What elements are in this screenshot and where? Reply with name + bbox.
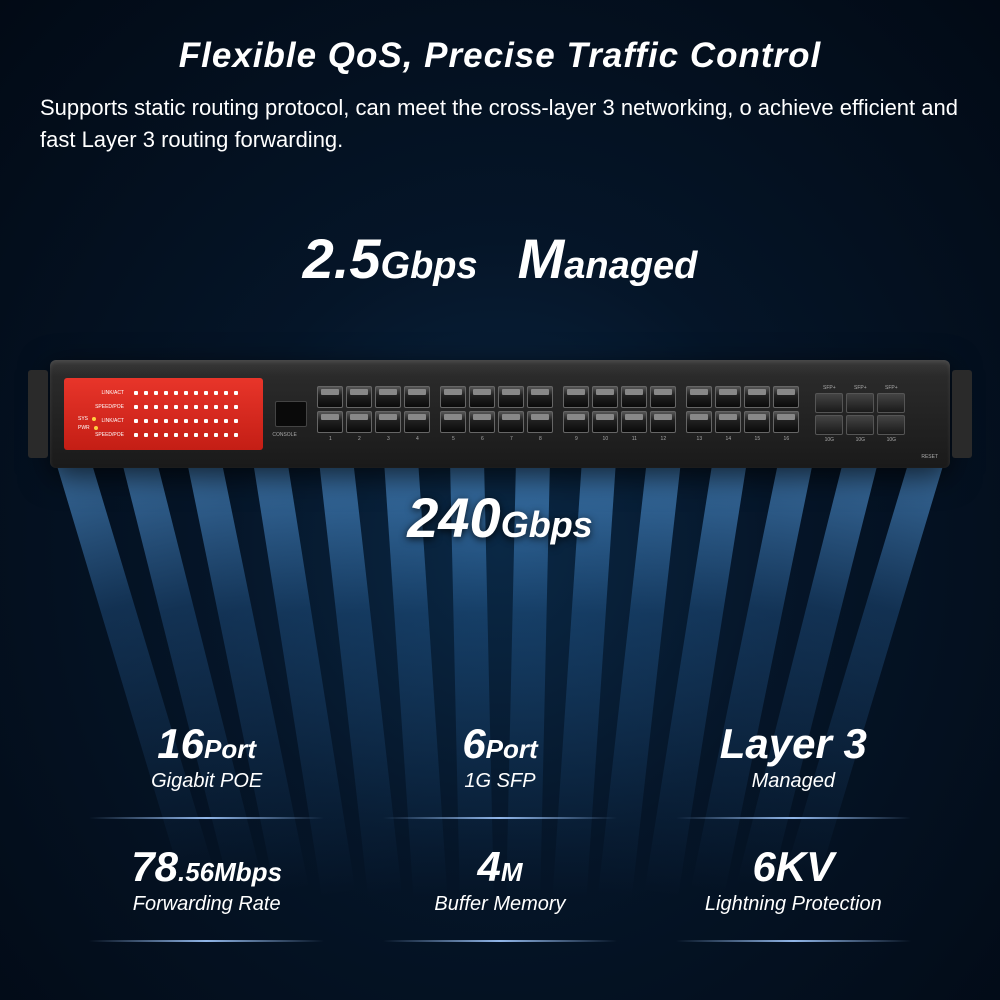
hero-speed-value: 2.5	[303, 227, 381, 290]
rj45-bank-3: 9101112	[563, 386, 676, 442]
spec-item-2: Layer 3Managed	[647, 720, 940, 805]
switch-red-panel: SYS PWR LINK/ACT SPEED/POE LINK/ACT SPEE…	[64, 378, 263, 450]
led-row-3: LINK/ACT	[76, 418, 251, 424]
hero-speed-unit: Gbps	[381, 245, 478, 287]
sfp-section: SFP+SFP+SFP+ 10G10G10G	[815, 385, 905, 443]
reset-label: RESET	[921, 454, 938, 460]
hero-spec: 2.5Gbps Managed	[0, 226, 1000, 291]
page-title: Flexible QoS, Precise Traffic Control	[0, 36, 1000, 76]
rj45-bank-2: 5678	[440, 386, 553, 442]
spec-item-3: 78.56MbpsForwarding Rate	[60, 843, 353, 928]
spec-item-1: 6Port1G SFP	[353, 720, 646, 805]
led-row-1: LINK/ACT	[76, 390, 251, 396]
spec-item-0: 16PortGigabit POE	[60, 720, 353, 805]
console-port	[275, 401, 307, 427]
spec-grid: 16PortGigabit POE6Port1G SFPLayer 3Manag…	[60, 720, 940, 928]
throughput-unit: Gbps	[501, 504, 593, 545]
page-subtitle: Supports static routing protocol, can me…	[0, 92, 1000, 156]
rj45-bank-1: 1234	[317, 386, 430, 442]
spec-item-4: 4MBuffer Memory	[353, 843, 646, 928]
hero-managed-first: M	[518, 227, 565, 290]
ports-section: 1234 5678 9101112 13141516 SFP+SFP+SFP+ …	[263, 360, 950, 468]
throughput-spec: 240Gbps	[0, 485, 1000, 550]
hero-managed-rest: anaged	[564, 245, 697, 287]
led-row-2: SPEED/POE	[76, 404, 251, 410]
rj45-bank-4: 13141516	[686, 386, 799, 442]
led-row-4: SPEED/POE	[76, 432, 251, 438]
switch-device: SYS PWR LINK/ACT SPEED/POE LINK/ACT SPEE…	[50, 360, 950, 468]
throughput-value: 240	[407, 486, 500, 549]
status-leds: SYS PWR	[78, 416, 98, 434]
spec-item-5: 6KVLightning Protection	[647, 843, 940, 928]
